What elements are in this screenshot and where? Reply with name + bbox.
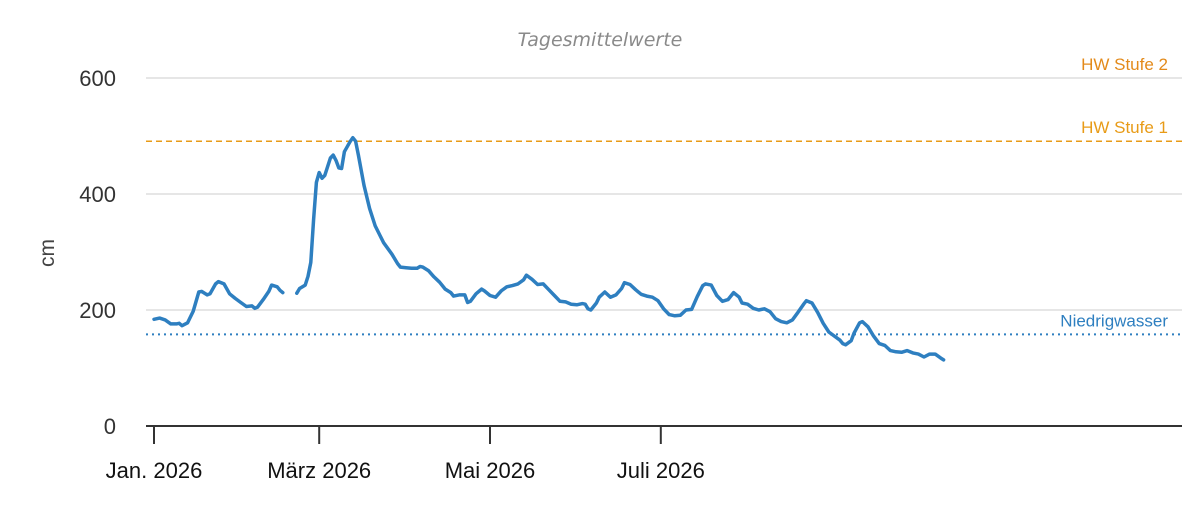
chart-title: Tagesmittelwerte <box>518 29 683 51</box>
y-axis-label: cm <box>36 239 59 267</box>
y-tick-label-600: 600 <box>79 66 116 91</box>
x-tick-label-3: Juli 2026 <box>617 458 705 483</box>
x-tick-label-0: Jan. 2026 <box>106 458 203 483</box>
threshold-lines: HW Stufe 2 HW Stufe 1 Niedrigwasser <box>146 55 1182 336</box>
threshold-label-2: Niedrigwasser <box>1060 311 1168 330</box>
x-ticks: Jan. 2026 März 2026 Mai 2026 Juli 2026 <box>106 426 705 483</box>
x-tick-label-2: Mai 2026 <box>445 458 536 483</box>
series-group <box>152 135 946 362</box>
series-line-0-segment-0 <box>152 279 285 328</box>
y-tick-labels: 0 200 400 600 <box>79 66 116 439</box>
grid-lines <box>146 77 1182 311</box>
series-line-0-segment-1 <box>295 135 946 362</box>
y-tick-label-400: 400 <box>79 182 116 207</box>
threshold-label-0: HW Stufe 2 <box>1081 55 1168 74</box>
y-tick-label-0: 0 <box>104 414 116 439</box>
threshold-label-1: HW Stufe 1 <box>1081 118 1168 137</box>
x-tick-label-1: März 2026 <box>267 458 371 483</box>
y-tick-label-200: 200 <box>79 298 116 323</box>
